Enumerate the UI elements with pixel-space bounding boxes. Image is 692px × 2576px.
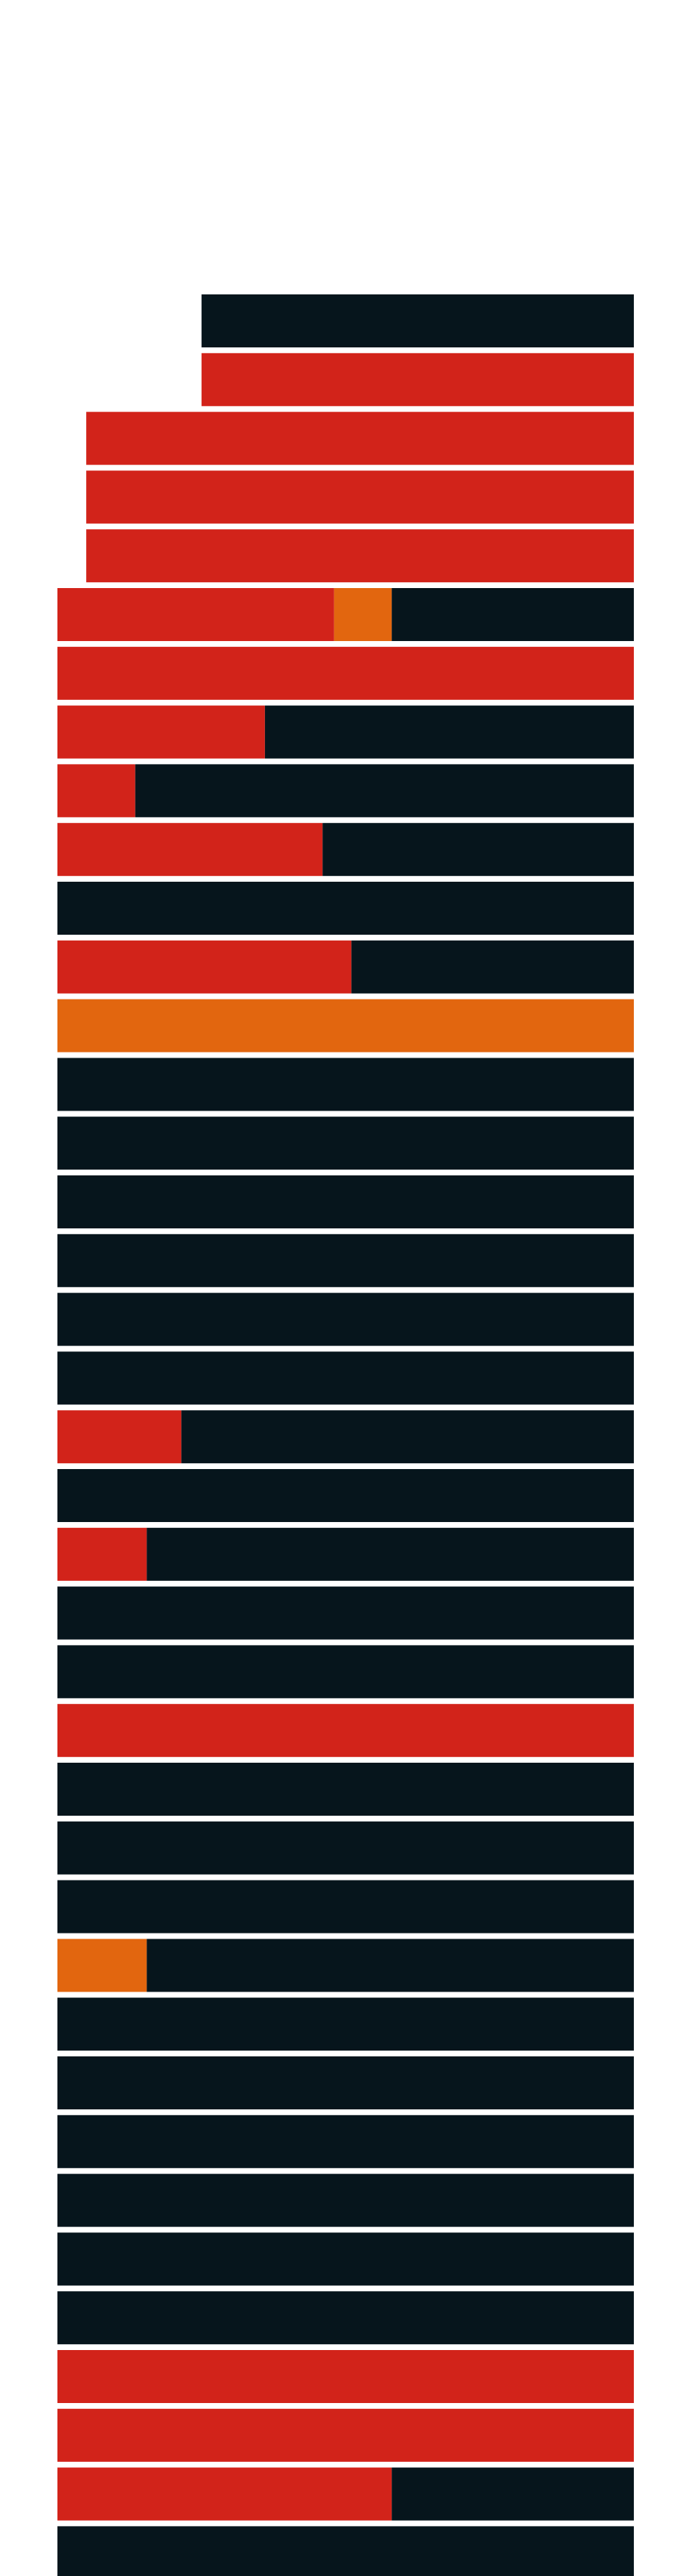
- bar-segment-row-6-2-orange: [333, 588, 392, 641]
- bar-segment-row-10-1-red: [57, 823, 323, 877]
- bar-segment-row-9-1-red: [57, 764, 135, 818]
- bar-segment-row-6-1-red: [57, 588, 334, 641]
- bar-segment-row-29-1-orange: [57, 1939, 147, 1992]
- bar-segment-row-1-1-dark: [201, 294, 634, 347]
- bar-segment-row-5-1-red: [86, 529, 634, 583]
- bar-segment-row-35-1-dark: [57, 2291, 634, 2345]
- bar-segment-row-11-1-dark: [57, 882, 634, 935]
- bar-segment-row-22-2-dark: [146, 1527, 634, 1581]
- bar-segment-row-25-1-red: [57, 1704, 634, 1758]
- bar-segment-row-32-1-dark: [57, 2115, 634, 2168]
- bar-segment-row-31-1-dark: [57, 2056, 634, 2109]
- bar-segment-row-37-1-red: [57, 2408, 634, 2462]
- bar-segment-row-30-1-dark: [57, 1998, 634, 2051]
- bar-segment-row-20-1-red: [57, 1410, 182, 1464]
- bar-segment-row-24-1-dark: [57, 1645, 634, 1699]
- bar-segment-row-21-1-dark: [57, 1469, 634, 1522]
- bar-segment-row-12-1-red: [57, 940, 352, 994]
- bar-segment-row-23-1-dark: [57, 1586, 634, 1640]
- bar-segment-row-17-1-dark: [57, 1234, 634, 1287]
- bar-segment-row-9-2-dark: [135, 764, 634, 818]
- bar-segment-row-4-1-red: [86, 470, 634, 524]
- bar-segment-row-39-1-dark: [57, 2526, 634, 2576]
- bar-segment-row-13-1-orange: [57, 999, 634, 1052]
- bar-segment-row-10-2-dark: [322, 823, 634, 877]
- bar-segment-row-6-3-dark: [392, 588, 634, 641]
- bar-segment-row-22-1-red: [57, 1527, 147, 1581]
- bar-segment-row-28-1-dark: [57, 1880, 634, 1933]
- bar-segment-row-3-1-red: [86, 411, 634, 465]
- bar-segment-row-2-1-red: [201, 353, 634, 406]
- bar-segment-row-34-1-dark: [57, 2232, 634, 2286]
- bar-segment-row-12-2-dark: [351, 940, 634, 994]
- bar-segment-row-19-1-dark: [57, 1351, 634, 1405]
- bar-segment-row-16-1-dark: [57, 1175, 634, 1228]
- bar-segment-row-14-1-dark: [57, 1058, 634, 1111]
- bar-segment-row-26-1-dark: [57, 1763, 634, 1816]
- bar-segment-row-8-2-dark: [264, 705, 634, 759]
- bar-segment-row-38-2-dark: [392, 2467, 634, 2521]
- bar-segment-row-36-1-red: [57, 2350, 634, 2403]
- bar-segment-row-27-1-dark: [57, 1821, 634, 1875]
- bar-segment-row-29-2-dark: [146, 1939, 634, 1992]
- bar-segment-row-8-1-red: [57, 705, 265, 759]
- bar-segment-row-7-1-red: [57, 646, 634, 700]
- bar-segment-row-20-2-dark: [181, 1410, 634, 1464]
- bar-segment-row-38-1-red: [57, 2467, 392, 2521]
- bar-segment-row-18-1-dark: [57, 1292, 634, 1346]
- bar-segment-row-33-1-dark: [57, 2173, 634, 2227]
- bar-segment-row-15-1-dark: [57, 1117, 634, 1170]
